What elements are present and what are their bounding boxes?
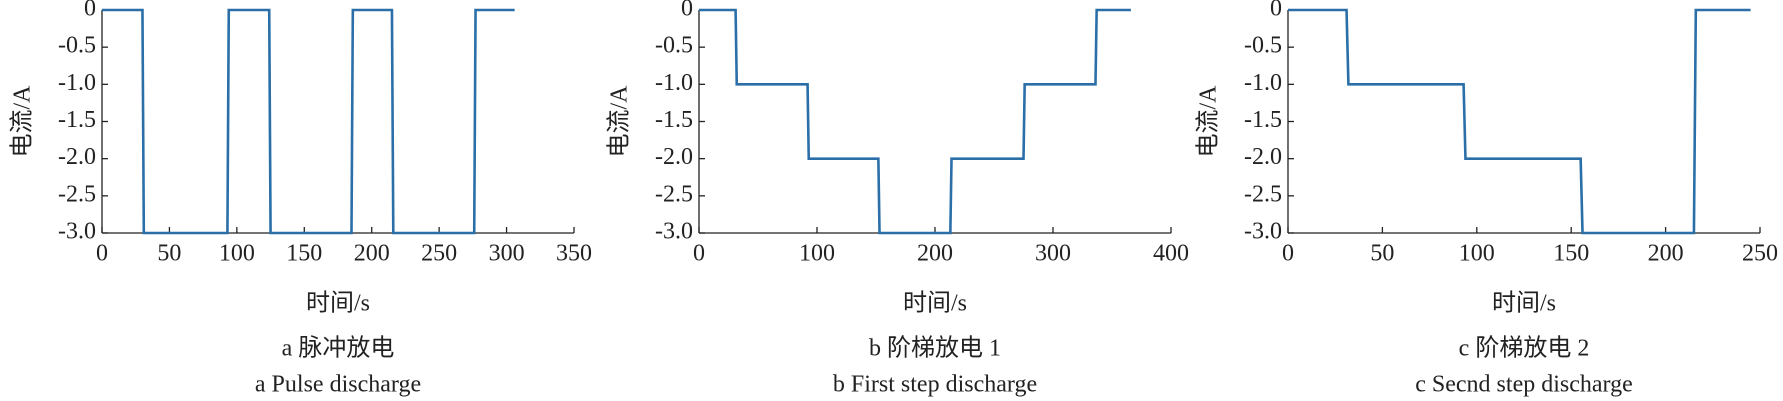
y-tick-label: -1.5 (655, 107, 693, 133)
x-tick-label: 50 (157, 241, 181, 267)
x-axis-label: 时间/s (1492, 290, 1556, 317)
x-tick-label: 150 (1553, 241, 1589, 267)
x-tick-label: 200 (354, 241, 390, 267)
caption-en: c Secnd step discharge (1415, 372, 1633, 398)
caption-en: a Pulse discharge (255, 372, 421, 398)
caption: c 阶梯放电 2 (1459, 335, 1590, 362)
y-tick-label: 0 (681, 0, 693, 22)
y-tick-label: -2.0 (58, 144, 96, 170)
x-tick-label: 0 (1282, 241, 1294, 267)
x-tick-label: 250 (1742, 241, 1778, 267)
x-tick-label: 300 (1035, 241, 1071, 267)
y-tick-label: -1.0 (58, 70, 96, 96)
data-line (102, 8, 515, 235)
caption-en: b First step discharge (833, 372, 1037, 398)
x-tick-label: 100 (799, 241, 835, 267)
y-tick-label: 0 (1270, 0, 1282, 22)
x-tick-label: 150 (286, 241, 322, 267)
y-tick-label: -3.0 (58, 219, 96, 245)
y-tick-label: -2.0 (1244, 144, 1282, 170)
y-tick-label: 0 (84, 0, 96, 22)
data-line (699, 8, 1131, 235)
x-tick-label: 250 (421, 241, 457, 267)
data-line (1288, 8, 1751, 235)
x-tick-label: 100 (1459, 241, 1495, 267)
y-tick-label: -2.5 (1244, 181, 1282, 207)
x-tick-label: 350 (556, 241, 592, 267)
y-tick-label: -0.5 (58, 33, 96, 59)
x-tick-label: 200 (917, 241, 953, 267)
x-tick-label: 300 (489, 241, 525, 267)
y-tick-label: -2.0 (655, 144, 693, 170)
y-axis-label: 电流/A (606, 85, 633, 158)
y-tick-label: -1.5 (58, 107, 96, 133)
y-tick-label: -1.0 (1244, 70, 1282, 96)
x-tick-label: 200 (1648, 241, 1684, 267)
x-tick-label: 50 (1370, 241, 1394, 267)
y-axis-label: 电流/A (1195, 85, 1222, 158)
y-tick-label: -0.5 (1244, 33, 1282, 59)
caption: b 阶梯放电 1 (869, 335, 1001, 362)
y-tick-label: -2.5 (58, 181, 96, 207)
y-axis-label: 电流/A (9, 85, 36, 158)
caption: a 脉冲放电 (282, 335, 395, 362)
x-tick-label: 400 (1153, 241, 1189, 267)
y-tick-label: -3.0 (655, 219, 693, 245)
y-tick-label: -1.5 (1244, 107, 1282, 133)
x-axis-label: 时间/s (903, 290, 967, 317)
x-tick-label: 100 (219, 241, 255, 267)
x-tick-label: 0 (96, 241, 108, 267)
x-axis-label: 时间/s (306, 290, 370, 317)
y-tick-label: -1.0 (655, 70, 693, 96)
x-tick-label: 0 (693, 241, 705, 267)
y-tick-label: -2.5 (655, 181, 693, 207)
y-tick-label: -3.0 (1244, 219, 1282, 245)
y-tick-label: -0.5 (655, 33, 693, 59)
